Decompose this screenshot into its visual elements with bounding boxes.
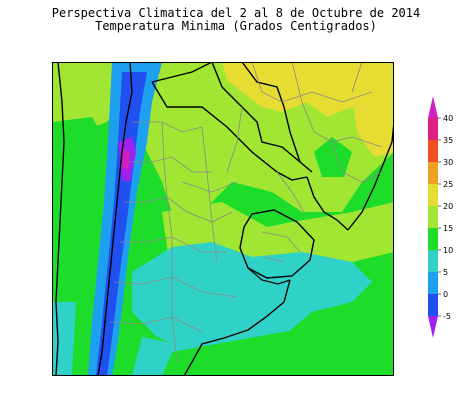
- temperature-map: [52, 62, 394, 376]
- legend-swatch: [428, 250, 438, 272]
- legend-swatch: [428, 184, 438, 206]
- atlantic-coast-brazil: [347, 121, 394, 231]
- zone-below-0-peak2: [122, 150, 130, 170]
- legend-swatch: [428, 140, 438, 162]
- legend-tick-label: 20: [443, 202, 453, 211]
- zone-25-30-ne: [352, 82, 394, 157]
- zone-south: [162, 312, 394, 376]
- map-frame: [52, 62, 394, 376]
- legend-swatch: [428, 96, 438, 118]
- zone-15-20-patch: [52, 117, 107, 154]
- legend-swatch: [428, 228, 438, 250]
- legend-tick-label: 25: [443, 180, 453, 189]
- legend-swatch: [428, 316, 438, 338]
- legend-swatch: [428, 272, 438, 294]
- legend-swatch: [428, 162, 438, 184]
- legend-tick-label: -5: [443, 312, 451, 321]
- chile-coast: [55, 62, 65, 376]
- zone-25-30-north: [222, 62, 394, 117]
- color-legend: -5 0 5 10 15 20 25 30 35 40: [428, 96, 453, 338]
- border-chile-argentina: [97, 62, 133, 376]
- border-paraguay-argentina: [151, 81, 308, 181]
- legend-tick-label: 35: [443, 136, 453, 145]
- legend-tick-label: 15: [443, 224, 453, 233]
- rio-de-la-plata: [247, 267, 291, 285]
- border-bolivia-paraguay: [151, 62, 313, 173]
- legend-swatch: [428, 294, 438, 316]
- map-subtitle: Temperatura Minima (Grados Centigrados): [95, 19, 377, 33]
- border-argentina-brazil: [306, 176, 349, 231]
- legend-tick-label: 30: [443, 158, 453, 167]
- border-brazil-paraguay: [241, 62, 301, 163]
- legend-swatch: [428, 118, 438, 140]
- zone-pacific-cyan: [52, 302, 76, 376]
- zone-15-20-east: [314, 137, 352, 177]
- legend-tick-label: 0: [443, 290, 448, 299]
- uruguay-outline: [239, 209, 315, 279]
- legend-swatch: [428, 206, 438, 228]
- zone-10-15-central: [132, 242, 372, 352]
- atlantic-coast-argentina: [183, 279, 291, 376]
- legend-tick-label: 5: [443, 268, 448, 277]
- legend-tick-label: 10: [443, 246, 453, 255]
- map-title: Perspectiva Climatica del 2 al 8 de Octu…: [51, 6, 421, 20]
- legend-tick-label: 40: [443, 114, 453, 123]
